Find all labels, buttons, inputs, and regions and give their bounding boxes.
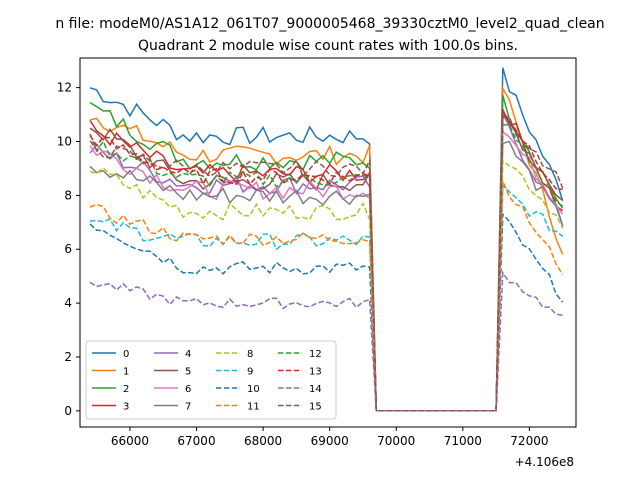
y-axis: 0 2 4 6 8 10 12 (57, 81, 80, 418)
x-tick-label: 67000 (177, 434, 215, 448)
legend-label-1: 1 (123, 367, 129, 378)
legend-label-15: 15 (309, 402, 322, 413)
legend-frame (85, 340, 337, 420)
x-offset-label: +4.106e8 (515, 455, 574, 469)
legend-label-11: 11 (247, 402, 260, 413)
y-tick-label: 8 (64, 188, 72, 202)
legend-label-6: 6 (185, 384, 191, 395)
chart-title: Quadrant 2 module wise count rates with … (138, 38, 518, 54)
x-tick-label: 69000 (311, 434, 349, 448)
legend-label-7: 7 (185, 402, 191, 413)
legend-label-13: 13 (309, 367, 322, 378)
legend-label-9: 9 (247, 367, 253, 378)
y-tick-label: 6 (64, 242, 72, 256)
legend-label-14: 14 (309, 384, 322, 395)
x-axis: 66000 67000 68000 69000 70000 71000 72000 (111, 427, 548, 448)
x-tick-label: 68000 (244, 434, 282, 448)
legend-label-4: 4 (185, 349, 191, 360)
legend-label-5: 5 (185, 367, 191, 378)
y-tick-label: 0 (64, 404, 72, 418)
legend-label-12: 12 (309, 349, 322, 360)
series-line-15 (89, 115, 564, 412)
x-tick-label: 66000 (111, 434, 149, 448)
y-tick-label: 10 (57, 134, 72, 148)
y-tick-label: 2 (64, 350, 72, 364)
plot-area (89, 67, 564, 412)
chart-suptitle: n file: modeM0/AS1A12_061T07_9000005468_… (55, 16, 604, 32)
x-tick-label: 72000 (510, 434, 548, 448)
x-tick-label: 70000 (377, 434, 415, 448)
legend-label-0: 0 (123, 349, 129, 360)
legend-label-3: 3 (123, 402, 129, 413)
legend-label-10: 10 (247, 384, 260, 395)
y-tick-label: 4 (64, 296, 72, 310)
x-tick-label: 71000 (444, 434, 482, 448)
legend-label-2: 2 (123, 384, 129, 395)
y-tick-label: 12 (57, 81, 72, 95)
legend-label-8: 8 (247, 349, 253, 360)
axes-frame (79, 57, 577, 428)
